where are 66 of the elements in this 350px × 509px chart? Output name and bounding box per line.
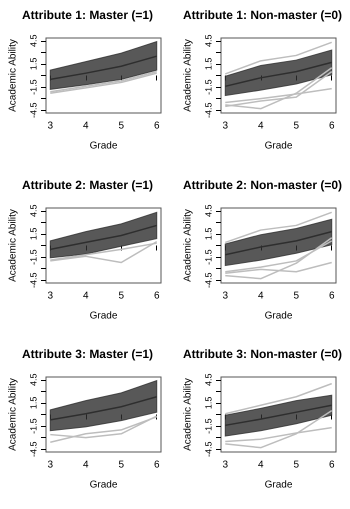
y-tick-label: -4.5 <box>28 272 38 288</box>
y-tick-label: -4.5 <box>28 442 38 458</box>
y-tick-label: -1.5 <box>204 248 214 264</box>
y-tick-label: 4.5 <box>28 374 38 386</box>
chart-title: Attribute 2: Non-master (=0) <box>182 178 342 192</box>
y-axis-title: Academic Ability <box>182 378 194 452</box>
y-tick-label: -4.5 <box>28 102 38 118</box>
y-axis-title: Academic Ability <box>8 39 18 112</box>
y-tick-label: -1.5 <box>28 79 38 95</box>
y-tick-label: 1.5 <box>28 396 38 410</box>
x-axis-title: Grade <box>264 480 293 491</box>
x-tick-label: 6 <box>154 290 160 302</box>
x-tick-label: 5 <box>118 460 124 471</box>
y-tick-label: -1.5 <box>28 418 38 434</box>
chart-title: Attribute 3: Master (=1) <box>22 347 154 362</box>
chart-title: Attribute 1: Master (=1) <box>22 8 154 22</box>
y-tick-label: 1.5 <box>204 227 214 240</box>
x-tick-label: 4 <box>258 460 264 471</box>
x-axis-title: Grade <box>90 140 118 152</box>
x-tick-label: 5 <box>293 290 300 302</box>
x-tick-label: 5 <box>118 120 124 132</box>
chart-title: Attribute 2: Master (=1) <box>22 178 154 192</box>
x-tick-label: 6 <box>328 120 335 132</box>
y-tick-label: -1.5 <box>28 248 38 264</box>
x-tick-label: 5 <box>118 290 124 302</box>
x-tick-label: 5 <box>293 460 300 471</box>
x-tick-label: 4 <box>82 290 89 302</box>
y-tick-label: 4.5 <box>204 374 214 386</box>
x-tick-label: 6 <box>328 290 335 302</box>
x-tick-label: 3 <box>222 460 228 471</box>
x-tick-label: 3 <box>47 120 54 132</box>
y-tick-label: 1.5 <box>28 58 38 70</box>
y-tick-label: -1.5 <box>204 79 214 95</box>
y-axis-title: Academic Ability <box>182 39 194 112</box>
y-tick-label: -4.5 <box>204 272 214 288</box>
x-tick-label: 4 <box>258 290 264 302</box>
y-tick-label: 4.5 <box>28 34 38 48</box>
x-tick-label: 5 <box>293 120 300 132</box>
x-tick-label: 3 <box>47 460 54 471</box>
x-axis-title: Grade <box>90 310 118 322</box>
y-tick-label: 1.5 <box>28 227 38 240</box>
x-axis-title: Grade <box>90 480 118 491</box>
chart-title: Attribute 3: Non-master (=0) <box>182 347 342 362</box>
x-tick-label: 6 <box>154 460 160 471</box>
x-tick-label: 4 <box>258 120 264 132</box>
x-tick-label: 4 <box>82 120 89 132</box>
y-axis-title: Academic Ability <box>8 378 18 452</box>
y-axis-title: Academic Ability <box>182 208 194 282</box>
x-tick-label: 3 <box>47 290 54 302</box>
y-tick-label: -4.5 <box>204 442 214 458</box>
x-tick-label: 4 <box>82 460 89 471</box>
y-tick-label: 1.5 <box>204 396 214 410</box>
y-tick-label: 4.5 <box>204 204 214 217</box>
y-tick-label: 1.5 <box>204 58 214 70</box>
y-tick-label: -1.5 <box>204 418 214 434</box>
x-tick-label: 6 <box>154 120 160 132</box>
y-tick-label: 4.5 <box>28 204 38 217</box>
x-tick-label: 6 <box>328 460 335 471</box>
y-tick-label: -4.5 <box>204 102 214 118</box>
y-tick-label: 4.5 <box>204 34 214 48</box>
x-axis-title: Grade <box>264 310 293 322</box>
x-tick-label: 3 <box>222 290 228 302</box>
chart-title: Attribute 1: Non-master (=0) <box>182 8 342 22</box>
x-tick-label: 3 <box>222 120 228 132</box>
y-axis-title: Academic Ability <box>8 208 18 282</box>
x-axis-title: Grade <box>264 140 293 152</box>
